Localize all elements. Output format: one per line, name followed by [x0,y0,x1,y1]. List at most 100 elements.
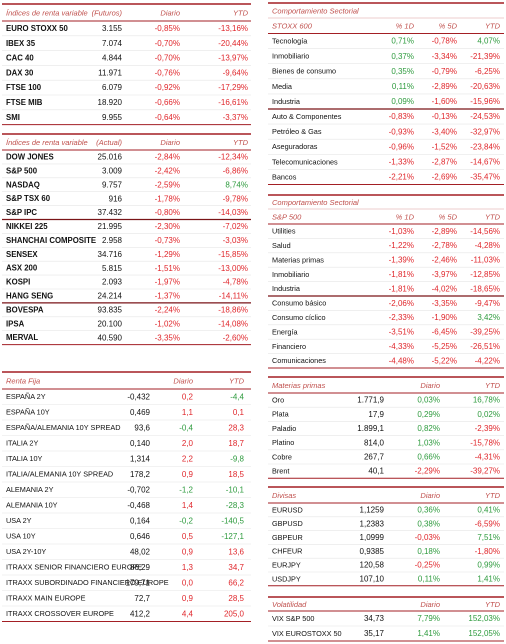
row-value: -2,30% [155,222,180,231]
row-value: -2,42% [155,166,180,175]
row-value: -1,90% [432,313,457,322]
row-value: 1,314 [130,454,151,463]
row-name: MERVAL [6,333,38,342]
row-value: 0,9 [182,470,194,479]
row-name: Consumo básico [272,299,326,308]
row-name: CHFEUR [272,547,302,556]
row-value: -26,51% [470,342,500,351]
row-value: 21.995 [98,222,123,231]
row-value: -0,70% [155,54,180,63]
row-value: 0,469 [130,408,151,417]
row-name: Bancos [272,172,297,181]
row-value: -20,44% [218,39,248,48]
row-value: 0,66% [417,453,440,462]
row-value: 0,38% [417,519,440,528]
row-value: 0,1 [233,408,245,417]
row-value: 0,71% [391,37,414,46]
row-value: -1,80% [475,547,500,556]
row-value: -2,84% [155,153,180,162]
row-value: -5,22% [432,356,457,365]
row-value: 0,646 [130,532,151,541]
row-value: -4,48% [389,356,414,365]
section-title: Comportamiento Sectorial [272,6,359,15]
row-value: 7,51% [477,533,500,542]
header-cell: YTD [233,8,249,17]
row-value: -1,60% [432,97,457,106]
header-cell: % 5D [439,22,458,31]
row-name: S&P TSX 60 [6,194,51,203]
row-value: -1,22% [389,241,414,250]
row-value: -16,61% [218,98,248,107]
row-value: -127,1 [221,532,244,541]
row-value: -6,86% [223,166,248,175]
row-value: 1,41% [417,629,440,638]
row-name: USA 2Y [6,516,32,525]
row-value: 3.155 [102,24,123,33]
row-value: -0,73% [155,236,180,245]
row-value: 4,07% [477,37,500,46]
row-value: 66,2 [228,578,244,587]
row-value: 0,9385 [360,547,385,556]
row-name: Plata [272,410,290,419]
row-value: -2,78% [432,241,457,250]
row-value: 9.955 [102,113,123,122]
row-value: 7.074 [102,39,123,48]
row-value: 13,6 [228,547,244,556]
row-value: 0,5 [182,532,194,541]
row-value: -1,37% [155,292,180,301]
row-value: -9,8 [230,454,244,463]
row-value: 0,164 [130,516,151,525]
row-name: DOW JONES [6,153,54,162]
row-value: -1,51% [155,264,180,273]
row-value: 18,5 [228,470,244,479]
row-value: -1,29% [155,250,180,259]
header-cell: Diario [420,381,440,390]
header-cell: STOXX 600 [272,22,313,31]
row-value: -1,33% [389,157,414,166]
row-value: -3,03% [223,236,248,245]
row-value: 34,7 [228,563,244,572]
header-cell: Diario [160,8,180,17]
row-name: BOVESPA [6,305,44,314]
row-name: NASDAQ [6,180,40,189]
row-name: ITRAXX MAIN EUROPE [6,594,86,603]
row-value: 412,2 [130,609,151,618]
row-value: -6,45% [432,328,457,337]
row-value: -0,468 [127,501,150,510]
row-value: 107,10 [360,575,385,584]
row-value: -2,87% [432,157,457,166]
row-name: ITRAXX SENIOR FINANCIERO EUROPE [6,563,142,572]
row-value: -4,02% [432,284,457,293]
row-name: Brent [272,467,289,476]
header-cell: YTD [229,376,245,385]
header-cell: YTD [233,138,249,147]
row-value: 0,11% [418,575,440,584]
row-value: -3,51% [389,328,414,337]
row-value: 267,7 [364,453,385,462]
row-value: -10,1 [226,485,245,494]
row-value: -0,70% [155,39,180,48]
row-value: -0,4 [179,423,193,432]
header-cell: YTD [485,600,501,609]
row-value: -1,81% [389,270,414,279]
row-value: 1,2383 [360,519,385,528]
row-value: 8,74% [225,180,248,189]
row-value: -4,33% [389,342,414,351]
row-value: 0,36% [417,506,440,515]
row-value: -0,80% [155,208,180,217]
row-value: 0,140 [130,439,151,448]
row-value: -1,03% [389,227,414,236]
row-value: -1,2 [179,485,193,494]
row-value: -0,64% [155,113,180,122]
row-name: USDJPY [272,574,301,583]
row-name: S&P 500 [6,166,38,175]
row-value: -0,2 [179,516,193,525]
row-value: -2,59% [155,180,180,189]
row-value: -28,3 [226,501,245,510]
row-value: -21,39% [470,52,500,61]
row-value: 35,17 [364,629,385,638]
row-value: 152,03% [468,614,500,623]
row-name: ITALIA/ALEMANIA 10Y SPREAD [6,470,113,479]
row-value: 0,11% [392,82,414,91]
row-value: -14,11% [219,292,248,301]
